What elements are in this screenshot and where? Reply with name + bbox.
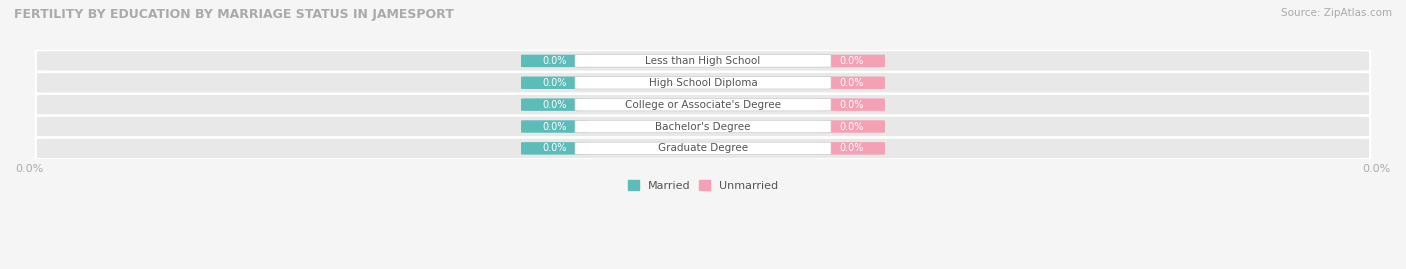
FancyBboxPatch shape: [817, 142, 884, 155]
FancyBboxPatch shape: [37, 94, 1369, 115]
FancyBboxPatch shape: [37, 72, 1369, 94]
Text: 0.0%: 0.0%: [839, 56, 863, 66]
Text: Source: ZipAtlas.com: Source: ZipAtlas.com: [1281, 8, 1392, 18]
FancyBboxPatch shape: [575, 77, 831, 89]
Text: 0.0%: 0.0%: [543, 122, 567, 132]
Text: 0.0%: 0.0%: [543, 100, 567, 110]
FancyBboxPatch shape: [575, 142, 831, 155]
FancyBboxPatch shape: [522, 142, 589, 155]
FancyBboxPatch shape: [817, 55, 884, 67]
Text: 0.0%: 0.0%: [839, 78, 863, 88]
Text: 0.0%: 0.0%: [543, 143, 567, 153]
Text: 0.0%: 0.0%: [839, 100, 863, 110]
Text: 0.0%: 0.0%: [839, 143, 863, 153]
FancyBboxPatch shape: [575, 55, 831, 67]
FancyBboxPatch shape: [522, 77, 589, 89]
Text: 0.0%: 0.0%: [543, 78, 567, 88]
FancyBboxPatch shape: [817, 120, 884, 133]
FancyBboxPatch shape: [522, 55, 589, 67]
FancyBboxPatch shape: [37, 50, 1369, 72]
Text: College or Associate's Degree: College or Associate's Degree: [626, 100, 780, 110]
FancyBboxPatch shape: [37, 138, 1369, 159]
FancyBboxPatch shape: [522, 120, 589, 133]
Text: Graduate Degree: Graduate Degree: [658, 143, 748, 153]
Text: Less than High School: Less than High School: [645, 56, 761, 66]
FancyBboxPatch shape: [817, 77, 884, 89]
FancyBboxPatch shape: [575, 120, 831, 133]
Text: 0.0%: 0.0%: [543, 56, 567, 66]
FancyBboxPatch shape: [37, 116, 1369, 137]
Text: High School Diploma: High School Diploma: [648, 78, 758, 88]
Legend: Married, Unmarried: Married, Unmarried: [623, 176, 783, 195]
Text: FERTILITY BY EDUCATION BY MARRIAGE STATUS IN JAMESPORT: FERTILITY BY EDUCATION BY MARRIAGE STATU…: [14, 8, 454, 21]
Text: Bachelor's Degree: Bachelor's Degree: [655, 122, 751, 132]
FancyBboxPatch shape: [817, 98, 884, 111]
Text: 0.0%: 0.0%: [839, 122, 863, 132]
FancyBboxPatch shape: [522, 98, 589, 111]
FancyBboxPatch shape: [575, 98, 831, 111]
